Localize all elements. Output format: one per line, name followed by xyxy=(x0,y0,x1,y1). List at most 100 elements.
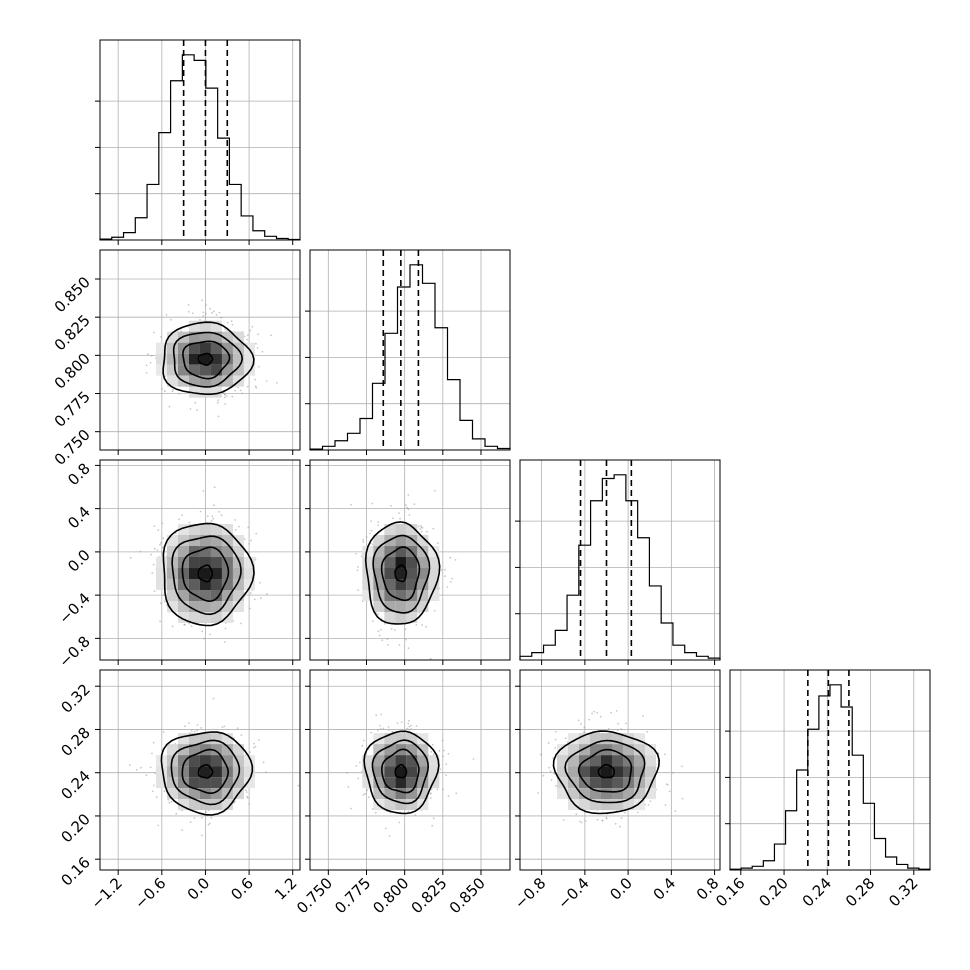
density-cell xyxy=(177,777,189,789)
density-cell xyxy=(210,386,222,398)
density-cell xyxy=(633,799,645,811)
scatter-point xyxy=(248,803,251,805)
density-cell xyxy=(373,579,385,591)
scatter-point xyxy=(178,392,181,395)
scatter-point xyxy=(407,494,410,496)
scatter-point xyxy=(187,722,190,724)
density-cell xyxy=(578,799,590,811)
density-cell xyxy=(556,755,568,767)
density-cell xyxy=(417,766,429,778)
density-cell xyxy=(395,524,407,536)
scatter-point xyxy=(370,529,373,532)
scatter-point xyxy=(408,719,410,722)
density-cell xyxy=(166,579,178,591)
scatter-point xyxy=(255,386,258,389)
scatter-point xyxy=(616,729,619,731)
density-cell xyxy=(210,612,222,624)
density-cell xyxy=(188,524,200,536)
density-cell xyxy=(373,777,385,789)
scatter-point xyxy=(253,742,256,745)
y-tick-label: 0.800 xyxy=(51,349,94,392)
density-cell xyxy=(556,788,568,800)
density-cell xyxy=(199,755,211,767)
scatter-point xyxy=(451,577,454,580)
scatter-point xyxy=(596,818,599,821)
scatter-point xyxy=(246,796,249,799)
density-cell xyxy=(428,557,440,569)
density-cell xyxy=(155,568,167,580)
density-cell xyxy=(417,733,429,745)
scatter-point xyxy=(250,539,252,542)
scatter-point xyxy=(249,751,252,753)
density-cell xyxy=(384,744,396,756)
density-cell xyxy=(395,788,407,800)
contour-line xyxy=(162,522,255,627)
density-cell xyxy=(188,375,200,387)
scatter-point xyxy=(379,725,381,727)
density-cell xyxy=(600,788,612,800)
contour-line xyxy=(597,763,615,779)
panel-frame xyxy=(309,249,511,451)
density-cell xyxy=(611,788,623,800)
density-cell xyxy=(199,546,211,558)
density-cell xyxy=(177,744,189,756)
scatter-point xyxy=(162,594,165,596)
density-cell xyxy=(373,546,385,558)
scatter-point xyxy=(355,765,358,767)
contour-line xyxy=(394,564,408,583)
scatter-point xyxy=(618,825,621,828)
density-cell xyxy=(611,777,623,789)
scatter-point xyxy=(210,816,213,819)
density-cell xyxy=(384,568,396,580)
density-cell xyxy=(428,546,440,558)
density-cell xyxy=(633,744,645,756)
density-cell xyxy=(395,601,407,613)
scatter-point xyxy=(243,538,246,541)
density-cell xyxy=(243,766,255,778)
scatter-point xyxy=(171,390,174,393)
scatter-point xyxy=(211,311,213,314)
density-cells xyxy=(556,733,656,811)
scatter-point xyxy=(244,789,247,791)
density-cell xyxy=(155,353,167,365)
scatter-point xyxy=(205,811,208,813)
contour-line xyxy=(372,534,431,614)
density-cell xyxy=(221,546,233,558)
panel-frame xyxy=(99,39,301,241)
density-cell xyxy=(395,777,407,789)
density-cell xyxy=(600,777,612,789)
contour-line xyxy=(182,340,231,380)
scatter-point xyxy=(249,329,252,332)
y-tick-label: 0.24 xyxy=(57,767,93,803)
density-cell xyxy=(166,601,178,613)
scatter-point xyxy=(246,334,249,336)
scatter-point xyxy=(194,730,196,733)
density-cell xyxy=(221,557,233,569)
density-cell xyxy=(556,766,568,778)
density-cell xyxy=(644,788,656,800)
density-cell xyxy=(243,557,255,569)
density-cell xyxy=(373,744,385,756)
contour-line xyxy=(364,521,441,625)
scatter-point xyxy=(396,722,399,724)
scatter-point xyxy=(259,597,262,600)
density-cells xyxy=(155,524,255,624)
density-cell xyxy=(395,568,407,580)
density-cell xyxy=(221,524,233,536)
density-cell xyxy=(589,799,601,811)
density-cell xyxy=(177,733,189,745)
scatter-point xyxy=(224,627,227,630)
scatter-point xyxy=(415,623,418,626)
scatter-point xyxy=(153,547,156,550)
scatter-point xyxy=(187,311,190,313)
density-cell xyxy=(395,612,407,624)
density-cell xyxy=(428,766,440,778)
density-cell xyxy=(221,612,233,624)
scatter-point xyxy=(583,731,585,734)
scatter-point xyxy=(386,638,389,640)
scatter-point xyxy=(601,819,604,822)
scatter-point xyxy=(450,581,452,583)
scatter-point xyxy=(217,415,220,418)
scatter-point xyxy=(168,405,171,408)
scatter-point xyxy=(212,697,215,700)
